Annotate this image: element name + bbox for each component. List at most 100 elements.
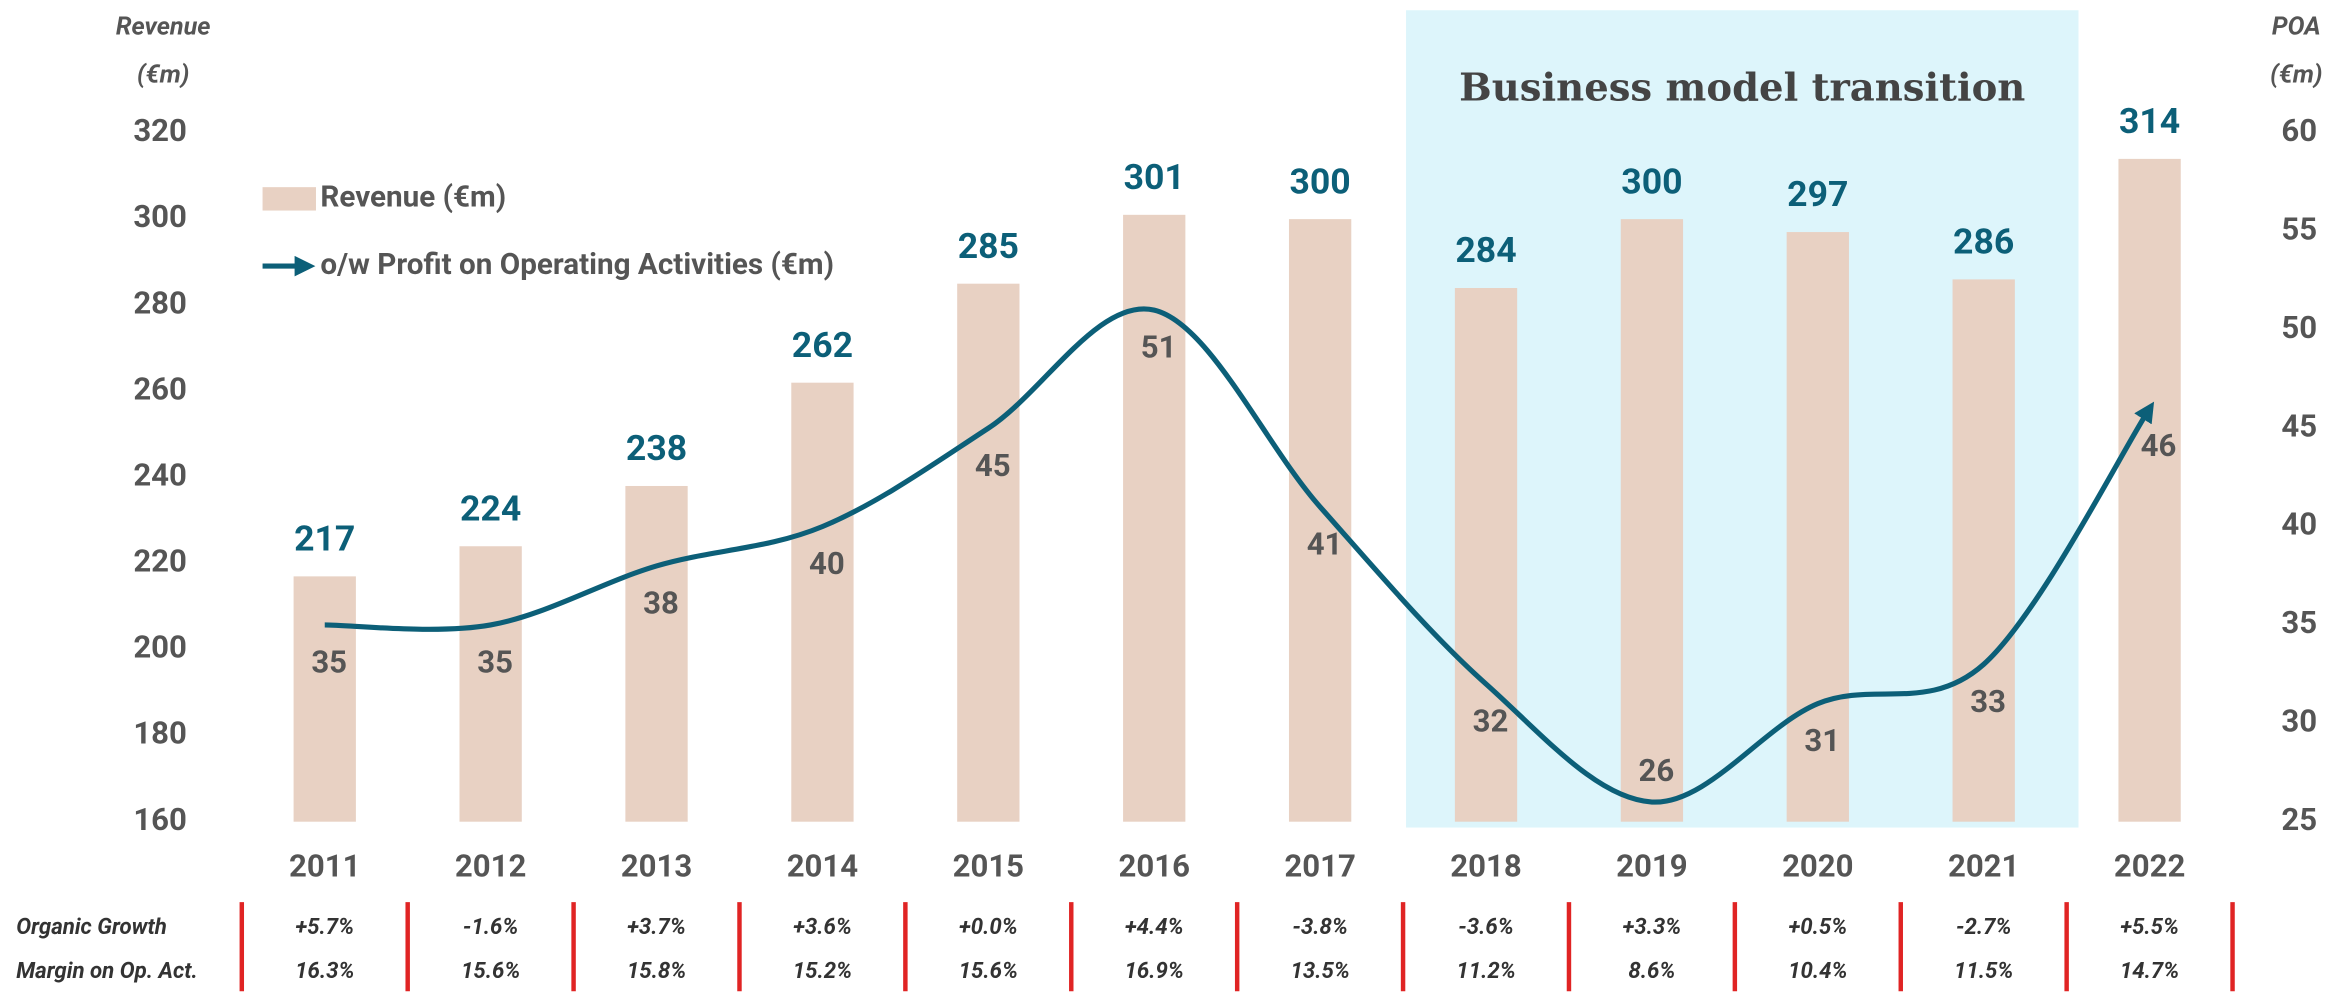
bar: [625, 485, 688, 822]
line-value-label: 46: [2141, 427, 2177, 464]
table-cell: 15.8%: [627, 959, 686, 984]
line-value-label: 35: [311, 644, 347, 681]
bar: [791, 382, 854, 822]
table-cell: 13.5%: [1290, 959, 1349, 984]
table-cell: +3.7%: [627, 915, 686, 940]
legend-label: o/w Profit on Operating Activities (€m): [320, 248, 834, 282]
y-tick-label: 320: [133, 112, 187, 149]
y-tick-label: 240: [133, 457, 187, 494]
line-value-label: 32: [1473, 703, 1509, 740]
x-tick-label: 2018: [1450, 848, 1521, 885]
x-tick-label: 2016: [1118, 848, 1189, 885]
table-cell: +5.7%: [295, 915, 354, 940]
x-tick-label: 2017: [1284, 848, 1355, 885]
bar: [293, 576, 356, 822]
table-cell: +3.6%: [793, 915, 852, 940]
table-cell: 16.3%: [295, 959, 354, 984]
y-tick-label: 160: [133, 801, 187, 838]
table-cell: +0.5%: [1788, 915, 1847, 940]
bar: [459, 546, 522, 822]
table-cell: -1.6%: [463, 915, 518, 940]
table-cell: -3.8%: [1292, 915, 1347, 940]
y-axis-title: Revenue: [116, 13, 211, 42]
table-cell: -3.6%: [1458, 915, 1513, 940]
legend-swatch: [262, 187, 316, 211]
table-cell: 11.5%: [1954, 959, 2013, 984]
bar-value-label: 284: [1455, 229, 1516, 271]
x-tick-label: 2019: [1616, 848, 1687, 885]
y-tick-label: 280: [133, 285, 187, 322]
line-value-label: 38: [643, 585, 679, 622]
annotation-text: Business model transition: [1459, 66, 2025, 111]
table-cell: 11.2%: [1456, 959, 1515, 984]
y2-axis-title: (€m): [2270, 61, 2322, 90]
bar: [1123, 214, 1186, 822]
line-value-label: 45: [975, 447, 1011, 484]
line-value-label: 31: [1804, 722, 1840, 759]
bar: [1288, 219, 1352, 822]
table-cell: -2.7%: [1956, 915, 2011, 940]
table-cell: +4.4%: [1125, 915, 1184, 940]
bar-value-label: 224: [460, 488, 521, 530]
table-cell: +0.0%: [959, 915, 1018, 940]
bar-value-label: 217: [294, 518, 355, 560]
bar-value-label: 297: [1787, 173, 1848, 215]
line-value-label: 33: [1970, 683, 2006, 720]
bar-value-label: 286: [1953, 221, 2014, 263]
y2-tick-label: 30: [2281, 703, 2317, 740]
table-cell: 14.7%: [2120, 959, 2179, 984]
legend-label: Revenue (€m): [320, 181, 506, 215]
bar-value-label: 301: [1124, 156, 1185, 198]
y-axis-title: (€m): [137, 61, 189, 90]
y-tick-label: 300: [133, 198, 187, 235]
line-value-label: 40: [809, 545, 845, 582]
table-cell: 15.2%: [793, 959, 852, 984]
y2-tick-label: 60: [2281, 112, 2317, 149]
bar-value-label: 314: [2119, 100, 2180, 142]
bar-value-label: 238: [626, 427, 687, 469]
y2-tick-label: 50: [2281, 309, 2317, 346]
bar: [1454, 287, 1518, 822]
line-value-label: 35: [477, 644, 513, 681]
row-label: Organic Growth: [16, 915, 167, 940]
bar-value-label: 300: [1289, 161, 1350, 203]
y-tick-label: 260: [133, 371, 187, 408]
line-value-label: 51: [1141, 329, 1177, 366]
bar-value-label: 285: [958, 225, 1019, 267]
y2-tick-label: 35: [2281, 604, 2317, 641]
x-tick-label: 2021: [1948, 848, 2019, 885]
table-cell: 10.4%: [1788, 959, 1847, 984]
bar-value-label: 300: [1621, 161, 1682, 203]
y2-tick-label: 25: [2281, 801, 2317, 838]
line-value-label: 26: [1638, 752, 1674, 789]
y-tick-label: 180: [133, 715, 187, 752]
y2-tick-label: 55: [2281, 211, 2317, 248]
bar: [957, 283, 1020, 822]
bar-value-label: 262: [792, 324, 853, 366]
bar: [2118, 158, 2181, 822]
table-cell: 8.6%: [1628, 959, 1675, 984]
table-cell: +3.3%: [1623, 915, 1682, 940]
x-tick-label: 2022: [2114, 848, 2185, 885]
x-tick-label: 2012: [455, 848, 526, 885]
y2-axis-title: POA: [2272, 13, 2321, 42]
x-tick-label: 2013: [621, 848, 692, 885]
y2-tick-label: 45: [2281, 408, 2317, 445]
y-tick-label: 220: [133, 543, 187, 580]
table-cell: 15.6%: [959, 959, 1018, 984]
x-tick-label: 2014: [787, 848, 858, 885]
x-tick-label: 2020: [1782, 848, 1853, 885]
table-cell: 15.6%: [461, 959, 520, 984]
line-value-label: 41: [1307, 526, 1343, 563]
table-cell: 16.9%: [1125, 959, 1184, 984]
x-tick-label: 2015: [953, 848, 1024, 885]
row-label: Margin on Op. Act.: [16, 959, 197, 984]
y2-tick-label: 40: [2281, 506, 2317, 543]
line: [324, 306, 2155, 805]
table-cell: +5.5%: [2120, 915, 2179, 940]
bar: [1952, 279, 2015, 822]
bar: [1620, 219, 1684, 822]
x-tick-label: 2011: [289, 848, 360, 885]
y-tick-label: 200: [133, 629, 187, 666]
